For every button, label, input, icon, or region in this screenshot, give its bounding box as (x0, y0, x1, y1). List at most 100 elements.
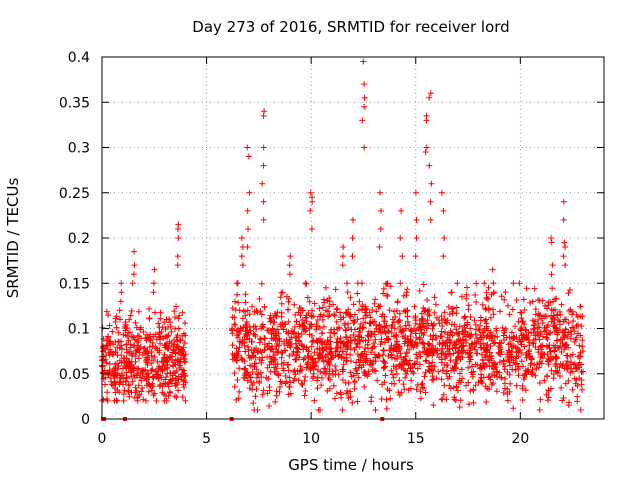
data-point (253, 386, 260, 393)
data-point (384, 293, 391, 300)
data-point (385, 337, 392, 344)
data-point (562, 244, 569, 251)
data-point (112, 370, 119, 377)
data-point (381, 324, 388, 331)
data-point (308, 343, 315, 350)
data-point (439, 367, 446, 374)
data-point (443, 368, 450, 375)
data-point (348, 326, 355, 333)
data-point (563, 360, 570, 367)
data-point (390, 347, 397, 354)
data-point (297, 363, 304, 370)
data-point (339, 406, 346, 413)
data-point (550, 375, 557, 382)
data-point (244, 144, 251, 151)
data-point (140, 345, 147, 352)
data-point (113, 324, 120, 331)
data-point (101, 381, 108, 388)
data-point (518, 324, 525, 331)
data-point (280, 365, 287, 372)
data-point (383, 405, 390, 412)
data-point (318, 375, 325, 382)
data-point (367, 333, 374, 340)
data-point (372, 296, 379, 303)
data-point (396, 345, 403, 352)
data-point (506, 311, 513, 318)
data-point (477, 314, 484, 321)
data-point (344, 346, 351, 353)
data-point (459, 375, 466, 382)
x-axis: 0 5 10 15 20 (98, 57, 529, 447)
data-point (481, 363, 488, 370)
data-point (272, 328, 279, 335)
data-point (487, 329, 494, 336)
data-point (258, 280, 265, 287)
data-point (537, 396, 544, 403)
data-point (446, 373, 453, 380)
data-point (499, 324, 506, 331)
data-point (249, 382, 256, 389)
data-point (429, 352, 436, 359)
data-point (142, 397, 149, 404)
data-point (559, 397, 566, 404)
data-point (254, 406, 261, 413)
data-point (267, 318, 274, 325)
data-point (167, 370, 174, 377)
data-point (433, 375, 440, 382)
data-point (491, 289, 498, 296)
data-point (566, 286, 573, 293)
data-point (286, 336, 293, 343)
data-point (337, 335, 344, 342)
data-point (539, 333, 546, 340)
data-point (282, 380, 289, 387)
data-point (578, 361, 585, 368)
data-point (472, 326, 479, 333)
data-point (522, 326, 529, 333)
data-point (396, 377, 403, 384)
data-point (146, 315, 153, 322)
data-point (176, 312, 183, 319)
data-point (269, 343, 276, 350)
data-point (504, 397, 511, 404)
data-point (547, 235, 554, 241)
data-point (518, 341, 525, 348)
data-point (427, 90, 434, 97)
data-point (388, 351, 395, 358)
data-point (417, 388, 424, 395)
data-point (287, 344, 294, 351)
data-point (120, 391, 127, 398)
data-point (339, 348, 346, 355)
data-point (471, 317, 478, 324)
data-point (567, 306, 574, 313)
data-point (365, 371, 372, 378)
data-point (398, 328, 405, 335)
data-point (357, 338, 364, 345)
data-point (359, 324, 366, 331)
data-point (275, 348, 282, 355)
data-point (543, 334, 550, 341)
data-point (299, 381, 306, 388)
data-point (469, 363, 476, 370)
data-point (467, 356, 474, 363)
data-point (249, 368, 256, 375)
data-point (421, 373, 428, 380)
data-point (157, 372, 164, 379)
y-tick-label: 0.25 (59, 186, 90, 202)
data-point (391, 308, 398, 315)
data-point (566, 308, 573, 315)
data-point (260, 162, 267, 169)
data-point (493, 373, 500, 380)
data-point (573, 376, 580, 383)
data-point (164, 365, 170, 372)
data-point (408, 328, 415, 335)
data-point (231, 370, 238, 377)
data-point (391, 325, 398, 332)
data-point (244, 307, 251, 314)
data-point (481, 280, 488, 287)
data-point (266, 361, 273, 368)
data-point (404, 318, 411, 325)
data-point (497, 346, 504, 353)
data-point (367, 357, 374, 364)
data-point (560, 198, 567, 205)
data-point (569, 386, 576, 393)
